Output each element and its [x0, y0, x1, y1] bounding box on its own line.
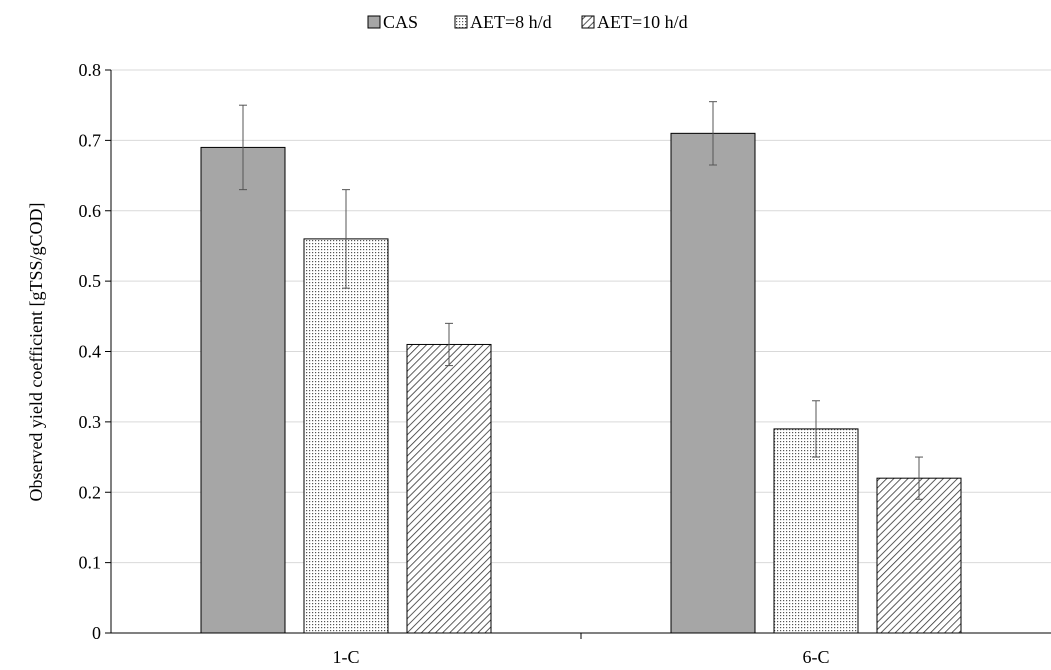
bar: [406, 343, 492, 634]
legend: CAS AET=8 h/d AET=10 h/d: [367, 12, 688, 32]
error-bars: [239, 101, 923, 500]
bar: [876, 477, 962, 634]
y-tick-label: 0.3: [79, 412, 102, 432]
legend-label: AET=10 h/d: [597, 12, 688, 32]
legend-label: CAS: [383, 12, 418, 32]
y-tick-label: 0.4: [79, 342, 102, 362]
y-tick-label: 0.1: [79, 553, 102, 573]
bar: [200, 146, 286, 634]
y-axis-title: Observed yield coefficient [gTSS/gCOD]: [26, 202, 46, 501]
y-tick-label: 0: [92, 623, 101, 643]
axes: 0 0.1 0.2 0.3 0.4 0.5 0.6 0.7 0.8 1-C 6-C: [79, 60, 1051, 667]
x-tick-label: 6-C: [803, 647, 830, 667]
bar: [773, 428, 859, 634]
y-tick-label: 0.5: [79, 271, 102, 291]
bar: [303, 238, 389, 634]
bar: [670, 132, 756, 634]
y-tick-label: 0.6: [79, 201, 102, 221]
legend-label: AET=8 h/d: [470, 12, 552, 32]
y-tick-label: 0.2: [79, 482, 102, 502]
legend-swatch: [454, 15, 468, 29]
x-tick-label: 1-C: [333, 647, 360, 667]
legend-swatch: [581, 15, 595, 29]
y-tick-label: 0.8: [79, 60, 102, 80]
bars: [200, 132, 962, 634]
legend-swatch: [367, 15, 381, 29]
y-tick-label: 0.7: [79, 130, 102, 150]
